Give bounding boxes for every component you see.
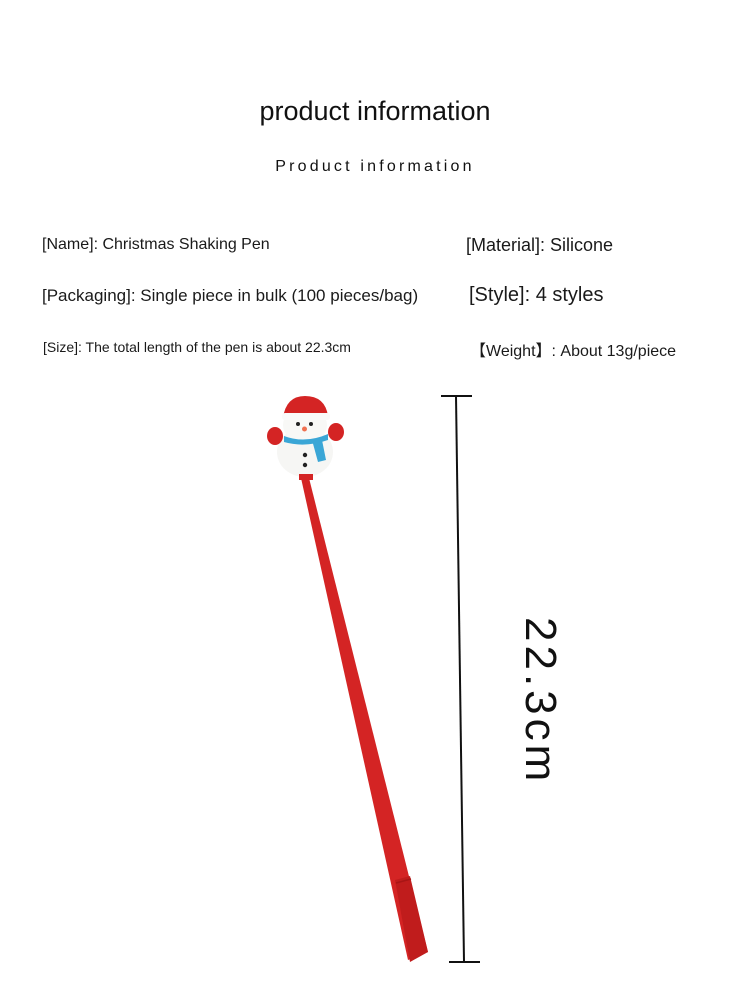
spec-packaging: [Packaging]: Single piece in bulk (100 p… — [42, 286, 419, 305]
spec-style: [Style]: 4 styles — [469, 284, 604, 306]
dimension-label: 22.3cm — [516, 617, 565, 786]
spec-material: [Material]: Silicone — [466, 235, 614, 255]
page-subtitle: Product information — [275, 158, 475, 175]
page-title: product information — [259, 96, 491, 126]
pen-body — [301, 478, 428, 962]
spec-size: [Size]: The total length of the pen is a… — [43, 339, 351, 355]
spec-weight: 【Weight】: About 13g/piece — [470, 343, 677, 360]
snowman-topper-icon — [267, 396, 344, 480]
spec-name: [Name]: Christmas Shaking Pen — [42, 236, 270, 253]
dimension-line — [441, 395, 480, 963]
